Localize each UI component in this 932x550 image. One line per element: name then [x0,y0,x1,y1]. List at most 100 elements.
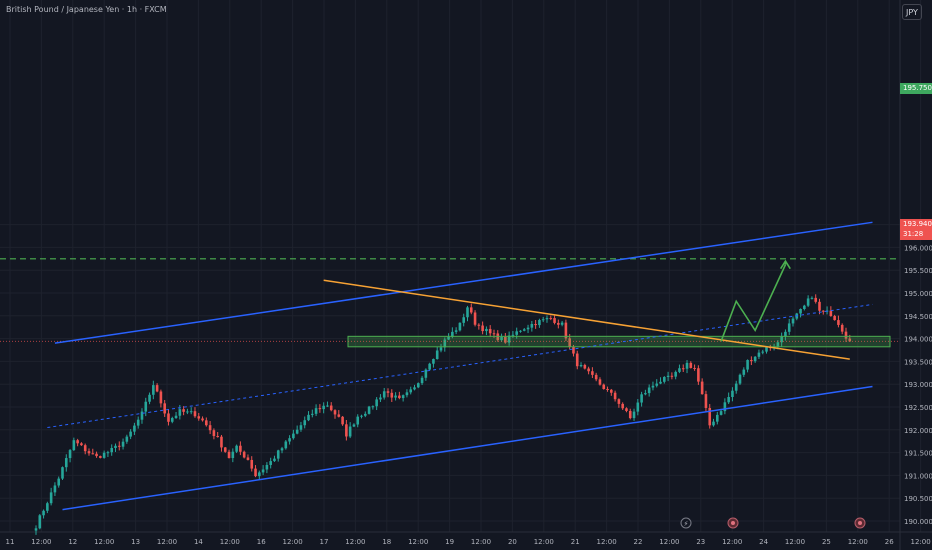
candle-body [606,388,609,390]
candle [625,407,628,413]
lightning-event-icon[interactable] [680,517,692,529]
candle-body [477,324,481,326]
time-tick-label: 12:00 [785,538,805,546]
candle [458,322,462,332]
candle-body [413,387,416,390]
candle-body [186,411,189,413]
descending-trendline[interactable] [323,279,850,360]
candle [545,315,549,323]
candle-body [738,374,742,384]
candle [261,465,265,476]
candle [413,384,416,391]
time-tick-label: 12:00 [534,538,554,546]
candle-body [625,408,628,411]
mid-channel-line[interactable] [47,303,873,429]
candle-body [610,389,613,393]
lower-channel-line[interactable] [62,385,873,511]
time-tick-label: 20 [508,538,517,546]
candle-body [723,402,727,412]
symbol-title[interactable]: British Pound / Japanese Yen · 1h · FXCM [6,5,167,14]
candle [519,330,522,333]
candle [674,370,677,380]
candle [651,381,655,391]
candle-body [386,391,390,393]
candle-body [704,394,708,408]
upper-channel-line[interactable] [54,221,873,344]
candle-body [121,441,125,447]
candle-body [840,324,844,332]
candle [734,380,738,394]
candle-body [451,331,454,337]
candle-body [167,413,170,422]
candle [575,350,579,370]
candle-body [99,456,102,458]
candle [640,391,643,407]
candle-body [617,399,621,404]
candle-body [356,416,360,425]
candle [114,443,117,452]
candle-body [488,328,492,334]
candle [288,435,291,445]
candle-body [269,461,272,465]
candle-body [322,405,325,410]
time-tick-label: 12:00 [471,538,491,546]
candle [386,388,390,398]
candle-body [401,395,405,399]
candle [534,319,537,329]
candle-body [280,448,284,451]
candle [541,316,545,323]
candle-body [193,411,197,417]
currency-button[interactable]: JPY [902,4,922,20]
candle [375,397,378,411]
candle-body [239,445,242,452]
candle [606,386,609,392]
candle-body [787,323,791,332]
candle [685,360,689,374]
candle-body [227,451,231,459]
candle [99,455,102,459]
candle [148,392,151,405]
candle [87,448,91,456]
candle-body [636,402,640,412]
time-tick-label: 25 [822,538,831,546]
candle-body [314,408,318,414]
candle-body [727,397,730,403]
candle-body [821,310,825,312]
candle [68,449,72,463]
candle-body [526,327,530,330]
candle-body [68,450,72,459]
candle-body [42,510,45,516]
time-tick-label: 12:00 [31,538,51,546]
time-tick-label: 21 [571,538,580,546]
candle-body [46,503,49,511]
candle-body [765,347,768,352]
bar-countdown-tag: 31:28 [900,229,932,240]
candle-body [833,316,836,321]
candle-body [469,307,473,313]
time-tick-label: 12:00 [659,538,679,546]
candle [136,416,140,429]
candle-body [53,485,57,493]
candle-body [371,406,375,408]
candle-body [753,356,757,362]
candle-body [133,425,136,432]
time-tick-label: 23 [696,538,705,546]
candle-body [579,365,583,367]
candle-body [129,431,132,437]
candle-body [572,346,575,354]
candle-body [246,457,250,460]
candle-body [333,410,337,415]
candle [42,509,45,519]
candle-body [375,399,378,407]
candle-body [352,424,356,427]
candle [742,367,746,378]
projection-path[interactable] [720,264,787,342]
candle-body [674,371,677,377]
candle [110,444,113,456]
candle [746,359,749,373]
candle-body [663,376,666,382]
candle [806,295,810,308]
candle [844,327,848,342]
candle-body [568,338,571,347]
